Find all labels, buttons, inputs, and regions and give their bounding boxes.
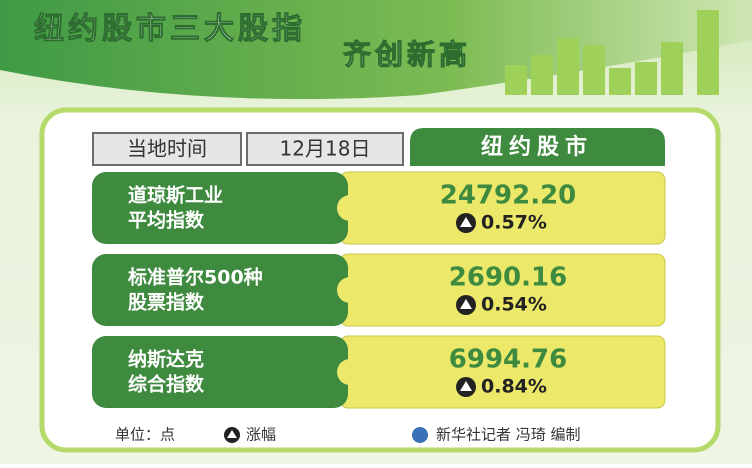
- row-value: 2690.16: [449, 263, 567, 293]
- row-change: 0.57%: [481, 212, 547, 234]
- row-change: 0.84%: [481, 376, 547, 398]
- puzzle-notch: [337, 195, 363, 221]
- logo: [412, 427, 428, 443]
- unit: 单位：点: [115, 426, 175, 444]
- puzzle-notch: [337, 277, 363, 303]
- row-name: 平均指数: [128, 209, 205, 232]
- row-name: 标准普尔500种: [128, 266, 263, 289]
- row-name: 道琼斯工业: [128, 184, 223, 207]
- name-panel: [92, 172, 348, 244]
- infographic: 纽约股市三大股指 齐创新高 当地时间 12月18日 纽约股市 单位：点 涨幅 新…: [0, 0, 752, 464]
- time-label: 当地时间: [127, 137, 207, 161]
- row-value: 24792.20: [440, 181, 577, 211]
- market: 纽约股市: [481, 134, 593, 160]
- credit: 新华社记者 冯琦 编制: [436, 426, 581, 444]
- row-change: 0.54%: [481, 294, 547, 316]
- title-line1: 纽约股市三大股指: [34, 12, 306, 47]
- puzzle-notch: [337, 359, 363, 385]
- rise-label: 涨幅: [246, 426, 276, 444]
- title-line2: 齐创新高: [343, 38, 471, 71]
- name-panel: [92, 254, 348, 326]
- row-name: 纳斯达克: [128, 348, 204, 371]
- date: 12月18日: [280, 137, 371, 161]
- row-name: 股票指数: [128, 291, 205, 314]
- name-panel: [92, 336, 348, 408]
- row-name: 综合指数: [128, 373, 205, 396]
- row-value: 6994.76: [449, 345, 567, 375]
